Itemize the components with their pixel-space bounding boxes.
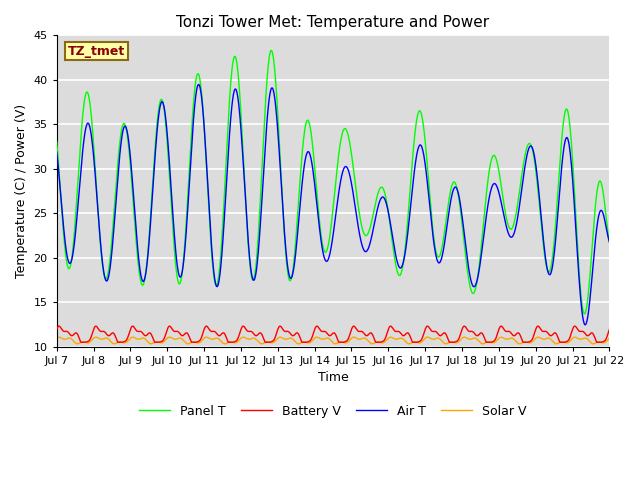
Air T: [163, 120, 170, 126]
Panel T: [237, 119, 245, 125]
Panel T: [540, 248, 548, 254]
Battery V: [176, 331, 184, 336]
Air T: [176, 274, 184, 279]
Air T: [605, 239, 613, 245]
Line: Panel T: Panel T: [57, 50, 609, 314]
Text: TZ_tmet: TZ_tmet: [68, 45, 125, 58]
Solar V: [541, 336, 548, 342]
Air T: [492, 181, 499, 187]
Solar V: [111, 341, 118, 347]
Y-axis label: Temperature (C) / Power (V): Temperature (C) / Power (V): [15, 104, 28, 278]
Line: Battery V: Battery V: [57, 326, 609, 342]
Solar V: [492, 339, 500, 345]
Battery V: [53, 326, 61, 332]
Line: Solar V: Solar V: [57, 337, 609, 344]
Battery V: [571, 323, 579, 329]
Solar V: [163, 336, 171, 341]
Panel T: [580, 311, 588, 317]
Air T: [53, 149, 61, 155]
Battery V: [419, 333, 427, 339]
Battery V: [77, 339, 85, 345]
Battery V: [540, 329, 548, 335]
Battery V: [605, 326, 613, 332]
Battery V: [163, 329, 170, 335]
Solar V: [238, 335, 246, 340]
Title: Tonzi Tower Met: Temperature and Power: Tonzi Tower Met: Temperature and Power: [177, 15, 490, 30]
Air T: [419, 149, 427, 155]
Solar V: [53, 336, 61, 341]
Solar V: [92, 334, 100, 340]
Panel T: [492, 154, 499, 160]
Panel T: [605, 240, 613, 245]
Panel T: [53, 139, 61, 144]
Panel T: [419, 120, 427, 126]
Solar V: [605, 336, 613, 341]
Solar V: [420, 337, 428, 343]
Panel T: [163, 126, 170, 132]
Air T: [540, 243, 548, 249]
Line: Air T: Air T: [57, 84, 609, 325]
Air T: [581, 322, 589, 328]
Air T: [238, 139, 246, 144]
Battery V: [238, 324, 246, 330]
Panel T: [176, 281, 184, 287]
Solar V: [177, 336, 184, 341]
Air T: [195, 82, 202, 87]
Panel T: [268, 48, 275, 53]
Battery V: [492, 336, 499, 342]
Legend: Panel T, Battery V, Air T, Solar V: Panel T, Battery V, Air T, Solar V: [134, 400, 532, 423]
X-axis label: Time: Time: [317, 372, 348, 384]
